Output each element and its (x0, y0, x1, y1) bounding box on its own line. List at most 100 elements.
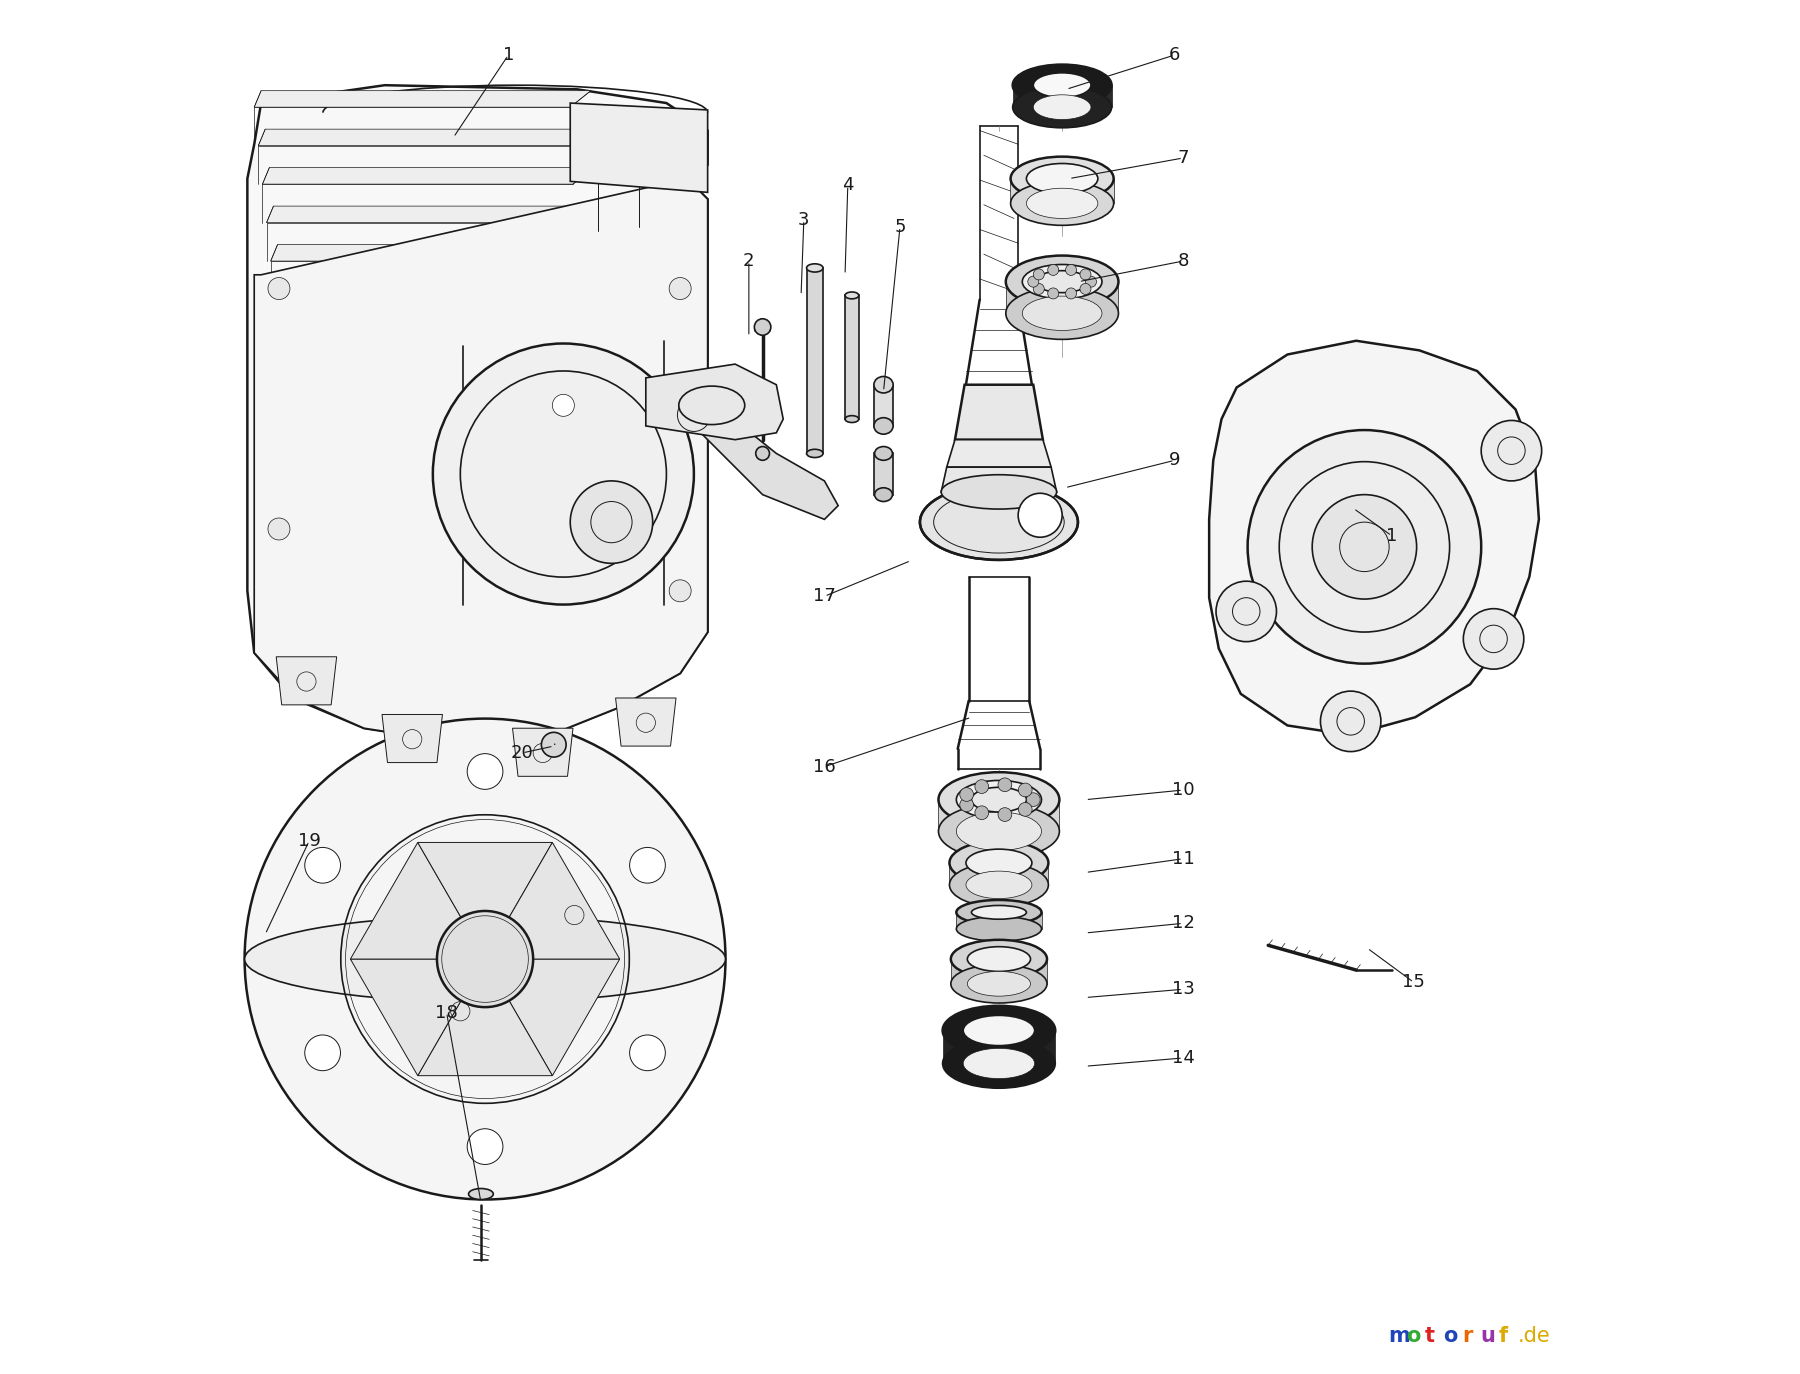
Circle shape (756, 447, 769, 460)
Circle shape (1048, 289, 1058, 300)
Text: 19: 19 (297, 831, 320, 851)
Circle shape (1080, 269, 1091, 280)
Circle shape (997, 808, 1012, 822)
Polygon shape (275, 657, 337, 705)
Polygon shape (283, 360, 601, 376)
Circle shape (571, 481, 653, 563)
Ellipse shape (875, 488, 893, 502)
Polygon shape (509, 959, 619, 1076)
Circle shape (1019, 802, 1031, 816)
Circle shape (630, 848, 666, 883)
Polygon shape (254, 91, 590, 107)
Text: •: • (553, 742, 556, 747)
Ellipse shape (938, 772, 1060, 827)
Circle shape (268, 278, 290, 300)
Polygon shape (950, 959, 1048, 984)
Polygon shape (259, 129, 592, 146)
Ellipse shape (806, 264, 823, 272)
Ellipse shape (873, 418, 893, 434)
Text: 4: 4 (842, 176, 853, 195)
Text: t: t (1426, 1326, 1435, 1345)
Circle shape (1033, 269, 1044, 280)
Circle shape (432, 344, 695, 605)
Circle shape (245, 719, 725, 1200)
Ellipse shape (963, 1048, 1035, 1079)
Polygon shape (275, 283, 598, 300)
Ellipse shape (844, 293, 859, 300)
Text: 3: 3 (797, 210, 810, 229)
Ellipse shape (1010, 157, 1114, 201)
Circle shape (1463, 609, 1525, 669)
Ellipse shape (943, 1006, 1055, 1055)
Circle shape (1321, 691, 1381, 752)
Polygon shape (418, 842, 553, 918)
Circle shape (268, 518, 290, 540)
Ellipse shape (938, 804, 1060, 859)
Ellipse shape (972, 905, 1026, 919)
Ellipse shape (956, 916, 1042, 941)
Circle shape (1019, 783, 1031, 797)
Text: 20: 20 (511, 743, 533, 763)
Circle shape (468, 1128, 502, 1164)
Ellipse shape (967, 947, 1031, 971)
Text: u: u (1481, 1326, 1496, 1345)
Polygon shape (938, 800, 1060, 831)
Circle shape (630, 1035, 666, 1070)
Ellipse shape (1013, 87, 1112, 128)
Polygon shape (941, 467, 1057, 492)
Ellipse shape (1022, 297, 1102, 331)
Circle shape (304, 848, 340, 883)
Polygon shape (288, 398, 601, 415)
Circle shape (1066, 289, 1076, 300)
Polygon shape (873, 453, 893, 495)
Text: 14: 14 (1172, 1048, 1195, 1068)
Polygon shape (418, 1000, 553, 1076)
Polygon shape (382, 714, 443, 763)
Ellipse shape (679, 386, 745, 425)
Ellipse shape (245, 915, 725, 1003)
Circle shape (304, 1035, 340, 1070)
Circle shape (976, 807, 988, 820)
Ellipse shape (1026, 164, 1098, 194)
Text: f: f (1499, 1326, 1508, 1345)
Text: 8: 8 (1177, 251, 1188, 271)
Ellipse shape (972, 787, 1026, 812)
Polygon shape (873, 385, 893, 426)
Ellipse shape (956, 812, 1042, 851)
Polygon shape (509, 842, 619, 959)
Polygon shape (947, 440, 1051, 467)
Ellipse shape (1006, 256, 1118, 308)
Ellipse shape (920, 485, 1078, 561)
Circle shape (754, 319, 770, 335)
Ellipse shape (950, 940, 1048, 978)
Text: 2: 2 (743, 251, 754, 271)
Polygon shape (956, 385, 1042, 440)
Ellipse shape (963, 1015, 1035, 1046)
Circle shape (1085, 276, 1096, 287)
Polygon shape (616, 698, 677, 746)
Text: 15: 15 (1402, 973, 1426, 992)
Circle shape (1481, 420, 1541, 481)
Text: 12: 12 (1172, 914, 1195, 933)
Polygon shape (844, 295, 859, 419)
Ellipse shape (1013, 65, 1112, 106)
Text: o: o (1406, 1326, 1420, 1345)
Polygon shape (1010, 179, 1114, 203)
Text: 1: 1 (502, 45, 515, 65)
Circle shape (1080, 283, 1091, 294)
Ellipse shape (950, 965, 1048, 1003)
Circle shape (468, 753, 502, 789)
Ellipse shape (1026, 188, 1098, 218)
Text: 1: 1 (1386, 526, 1397, 545)
Text: 7: 7 (1177, 148, 1188, 168)
Polygon shape (351, 959, 461, 1076)
Ellipse shape (1033, 73, 1091, 98)
Text: 16: 16 (814, 757, 835, 776)
Circle shape (1026, 793, 1040, 807)
Text: 6: 6 (1170, 45, 1181, 65)
Polygon shape (956, 912, 1042, 929)
Polygon shape (693, 398, 839, 519)
Text: .de: .de (1517, 1326, 1550, 1345)
Polygon shape (1006, 282, 1118, 313)
Circle shape (670, 580, 691, 602)
